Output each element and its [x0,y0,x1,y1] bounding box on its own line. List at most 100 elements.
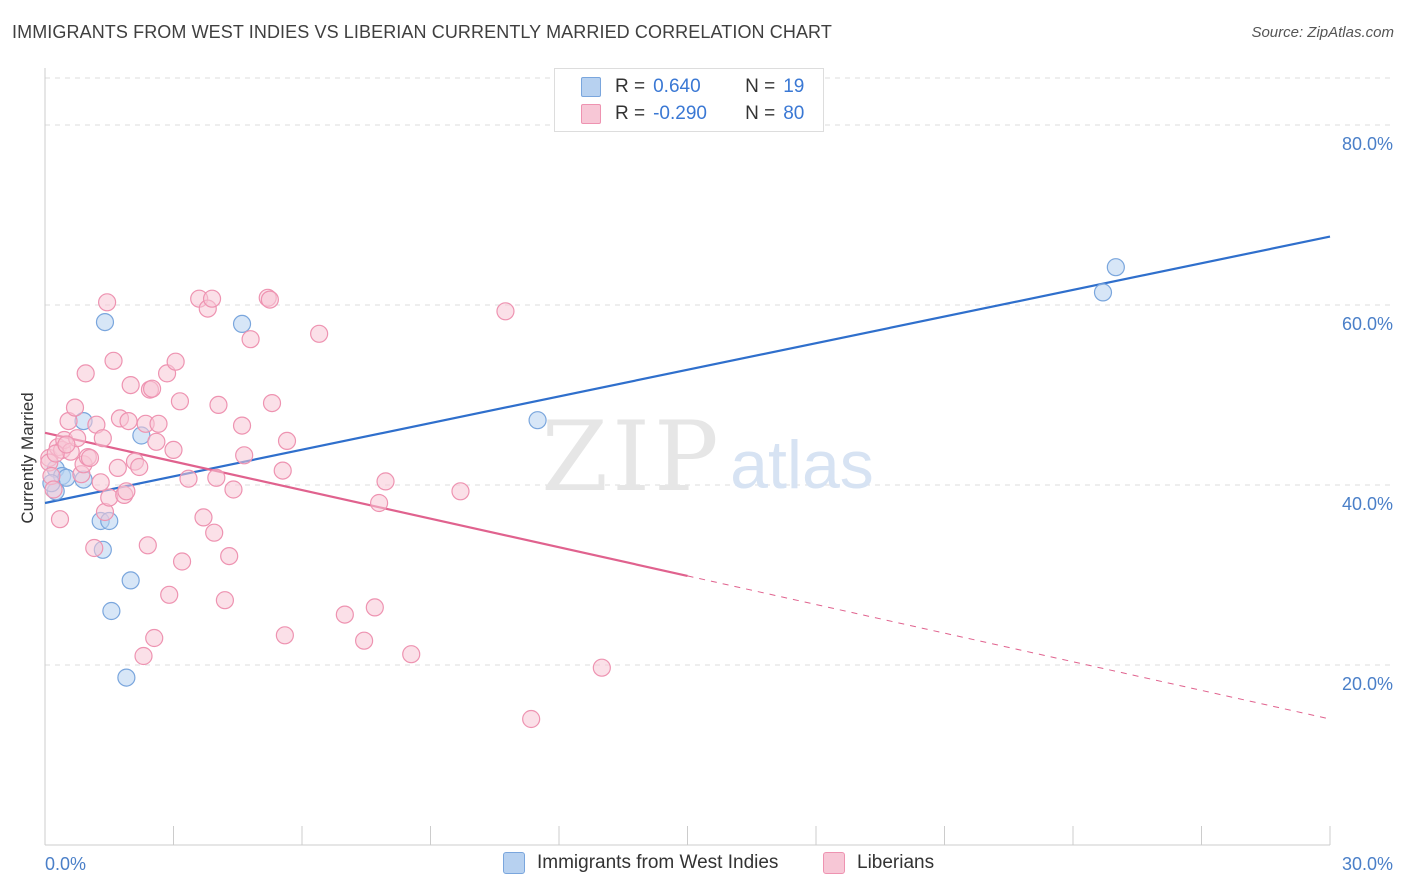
scatter-point-liberians [91,473,110,492]
scatter-point-liberians [522,709,541,729]
scatter-point-liberians [145,628,164,648]
scatter-point-liberians [451,482,470,501]
scatter-point-liberians [310,324,329,343]
scatter-point-liberians [50,510,70,529]
x-tick-label: 30.0% [1342,854,1393,874]
y-tick-label: 80.0% [1342,134,1393,154]
scatter-point-liberians [496,302,515,321]
scatter-point-west-indies [95,313,115,332]
scatter-point-liberians [119,412,138,431]
scatter-point-liberians [44,480,63,499]
scatter-point-liberians [134,646,153,666]
scatter-point-liberians [166,352,185,371]
legend-item-west-indies[interactable]: Immigrants from West Indies [503,852,778,874]
scatter-point-liberians [370,493,389,513]
label-layer: 20.0% 40.0% 60.0% 80.0% 0.0% 30.0% Currently M… [18,134,1393,874]
scatter-point-liberians [149,414,168,433]
stats-legend: R = 0.640 N = 19 R = -0.290 N = 80 [554,68,824,132]
watermark-atlas: atlas [730,427,874,503]
legend-n-label: N = [745,103,776,124]
legend-item-liberians[interactable]: Liberians [823,852,934,874]
scatter-point-liberians [130,457,149,477]
scatter-point-liberians [224,480,243,499]
scatter-point-west-indies [1106,258,1125,277]
scatter-point-liberians [138,536,157,555]
scatter-point-west-indies [528,411,547,430]
x-tick-label: 0.0% [45,854,86,874]
trend-line-liberians-extension [687,575,1331,720]
scatter-point-west-indies [232,314,252,333]
scatter-point-liberians [172,552,192,571]
scatter-point-liberians [376,472,395,491]
legend-swatch-pink [823,852,845,874]
scatter-point-west-indies [117,668,136,687]
grid-layer [45,77,1392,666]
scatter-point-liberians [160,585,179,604]
scatter-point-liberians [220,546,239,566]
legend-swatch-blue [503,852,525,874]
scatter-point-liberians [209,395,228,414]
legend-row-west-indies: R = 0.640 N = 19 [581,75,804,99]
points-layer [40,258,1125,729]
scatter-point-liberians [76,364,95,383]
legend-n-value: 80 [783,103,805,124]
legend-r-value: -0.290 [653,103,707,124]
scatter-point-liberians [57,435,76,454]
scatter-point-liberians [147,432,166,451]
scatter-point-liberians [241,330,260,349]
scatter-point-liberians [142,379,162,398]
legend-r-label: R = [615,76,646,97]
scatter-point-liberians [202,289,222,308]
scatter-point-liberians [93,429,112,448]
scatter-point-liberians [207,468,226,487]
trend-line-west-indies [44,235,1331,505]
scatter-point-liberians [262,394,282,413]
scatter-point-liberians [335,605,354,624]
legend-label-west-indies: Immigrants from West Indies [537,852,779,873]
trend-layer [44,235,1331,720]
scatter-point-liberians [365,598,384,617]
scatter-point-liberians [215,591,234,610]
scatter-point-liberians [98,293,117,312]
scatter-point-liberians [179,469,198,488]
scatter-point-liberians [80,448,100,468]
scatter-point-liberians [170,392,190,411]
scatter-point-liberians [592,658,611,677]
scatter-point-liberians [194,508,213,527]
source-label: Source: ZipAtlas.com [1251,24,1394,41]
y-tick-label: 40.0% [1342,494,1393,514]
scatter-point-liberians [235,446,254,465]
scatter-point-liberians [100,488,119,507]
scatter-point-liberians [273,461,292,480]
scatter-point-liberians [164,440,183,459]
legend-row-liberians: R = -0.290 N = 80 [581,102,804,126]
y-axis-label: Currently Married [18,392,37,523]
scatter-point-west-indies [121,571,140,590]
legend-swatch-blue [581,77,601,97]
scatter-point-liberians [85,538,104,558]
trend-line-liberians [44,431,688,577]
legend-n-value: 19 [783,76,805,97]
legend-swatch-pink [581,104,601,124]
chart-title: IMMIGRANTS FROM WEST INDIES VS LIBERIAN … [12,22,832,42]
scatter-point-liberians [121,376,140,395]
scatter-point-liberians [275,626,294,645]
scatter-point-liberians [260,290,279,309]
scatter-point-liberians [104,351,123,370]
scatter-point-liberians [65,398,85,417]
y-tick-label: 60.0% [1342,314,1393,334]
watermark: ZIP atlas [541,401,873,513]
scatter-point-west-indies [102,601,121,621]
scatter-point-west-indies [1093,283,1113,302]
scatter-point-liberians [117,482,136,501]
scatter-point-liberians [205,523,224,542]
legend-r-label: R = [615,103,646,124]
scatter-point-liberians [402,645,421,664]
scatter-point-liberians [232,416,252,435]
scatter-point-liberians [355,631,374,650]
scatter-point-liberians [108,458,127,477]
legend-r-value: 0.640 [653,76,701,97]
legend-n-label: N = [745,76,776,97]
scatter-point-liberians [277,431,297,450]
